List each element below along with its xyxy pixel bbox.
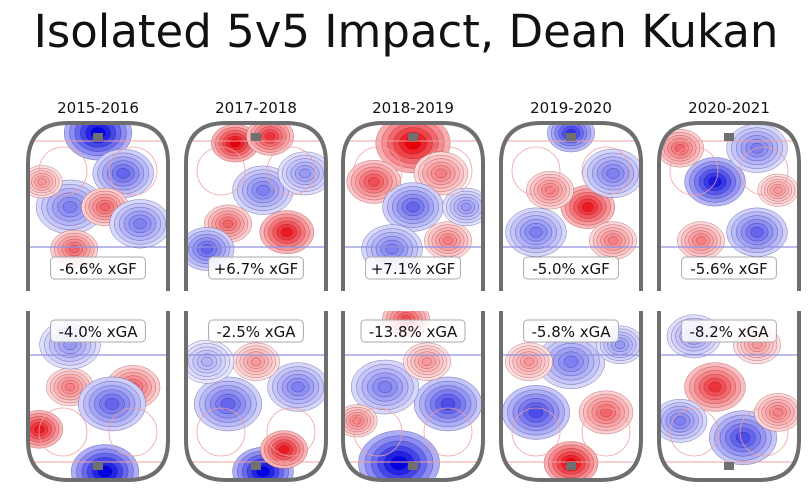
xgf-value: +6.7% xGF <box>214 260 299 278</box>
xga-value: -5.8% xGA <box>531 323 611 341</box>
heat-contour <box>278 445 290 454</box>
heat-contour <box>299 168 311 179</box>
defense-heatmap <box>28 311 168 480</box>
season-label: 2019-2020 <box>530 99 612 117</box>
heat-contour <box>256 184 270 196</box>
heat-contour <box>104 398 120 410</box>
heat-contour <box>99 202 111 212</box>
rink-boards <box>499 311 643 482</box>
rink-boards <box>499 121 643 291</box>
heat-contour <box>222 219 234 229</box>
season-label: 2015-2016 <box>57 99 139 117</box>
offense-heatmap <box>501 123 641 291</box>
heat-contour <box>116 168 130 179</box>
xga-value: -2.5% xGA <box>216 323 296 341</box>
heat-contour <box>523 357 535 366</box>
heat-contour <box>406 201 420 213</box>
rink-boards <box>26 311 170 482</box>
heat-contour <box>291 381 305 393</box>
rink-boards <box>341 121 485 291</box>
xgf-value: -5.6% xGF <box>690 260 767 278</box>
heat-contour <box>367 177 380 187</box>
heat-contour <box>750 226 764 238</box>
offense-heatmap <box>28 123 168 291</box>
heat-contour <box>435 168 447 179</box>
rink-boards <box>341 311 485 482</box>
goal-net <box>566 133 576 141</box>
heat-contour <box>461 202 472 212</box>
heat-contour <box>442 236 454 245</box>
xgf-value: -5.0% xGF <box>532 260 609 278</box>
xgf-label-box <box>50 256 146 280</box>
heat-contour <box>133 218 147 230</box>
heat-contour <box>581 202 594 212</box>
goal-net <box>724 133 734 141</box>
xga-label-box <box>208 319 304 343</box>
xga-value: -13.8% xGA <box>369 323 458 341</box>
page-title: Isolated 5v5 Impact, Dean Kukan <box>33 5 779 58</box>
xgf-label-box <box>523 256 619 280</box>
heat-contour <box>220 398 236 410</box>
heat-contour <box>674 143 686 153</box>
xga-value: -8.2% xGA <box>689 323 769 341</box>
goal-net <box>93 133 103 141</box>
heat-contour <box>440 398 456 410</box>
season-label: 2018-2019 <box>372 99 454 117</box>
heat-contour <box>37 178 47 186</box>
heat-contour <box>385 243 399 255</box>
heat-contour <box>708 176 722 188</box>
xgf-value: +7.1% xGF <box>371 260 456 278</box>
goal-net <box>251 133 261 141</box>
goal-net <box>566 462 576 470</box>
heat-contour <box>529 226 543 238</box>
goal-net <box>251 462 261 470</box>
rink-boards <box>184 311 328 482</box>
xgf-label-box <box>208 256 304 280</box>
heat-contour <box>264 132 276 141</box>
heat-contour <box>390 456 408 471</box>
heat-contour <box>229 138 241 148</box>
xgf-label-box <box>365 256 461 280</box>
goal-net <box>724 462 734 470</box>
heat-contour <box>695 236 707 245</box>
heat-contour <box>614 340 626 350</box>
rink-boards <box>184 121 328 291</box>
xga-label-box <box>50 319 146 343</box>
season-label: 2017-2018 <box>215 99 297 117</box>
goal-net <box>408 133 418 141</box>
heat-contour <box>606 168 620 179</box>
goal-net <box>408 462 418 470</box>
heat-contour <box>674 416 686 426</box>
goal-net <box>93 462 103 470</box>
heat-contour <box>69 244 80 254</box>
heat-contour <box>600 407 612 418</box>
heat-contour <box>280 227 293 237</box>
xga-label-box <box>523 319 619 343</box>
rink-boards <box>657 121 801 291</box>
heat-contour <box>250 357 262 366</box>
heat-contour <box>377 381 393 393</box>
rink-boards <box>657 311 801 482</box>
heat-contour <box>735 431 751 444</box>
xgf-value: -6.6% xGF <box>59 260 136 278</box>
heat-contour <box>201 356 213 367</box>
heat-contour <box>528 406 544 419</box>
heat-contour <box>201 244 213 254</box>
heat-contour <box>708 381 722 393</box>
season-label: 2020-2021 <box>688 99 770 117</box>
heat-contour <box>64 382 76 392</box>
xga-value: -4.0% xGA <box>58 323 138 341</box>
rink-boards <box>26 121 170 291</box>
heat-contour <box>62 201 78 213</box>
xga-label-box <box>360 319 466 343</box>
xga-label-box <box>681 319 777 343</box>
heat-contour <box>563 355 579 368</box>
heat-contour <box>607 236 619 245</box>
heat-contour <box>421 357 433 366</box>
xgf-label-box <box>681 256 777 280</box>
